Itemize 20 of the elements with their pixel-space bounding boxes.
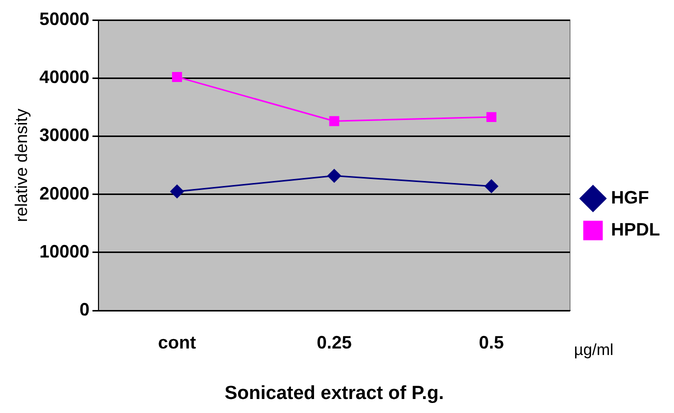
y-tick-label: 50000 bbox=[39, 8, 90, 29]
point bbox=[327, 169, 341, 183]
point bbox=[484, 179, 498, 193]
x-axis-title: Sonicated extract of P.g. bbox=[224, 382, 444, 404]
y-tick-label: 30000 bbox=[39, 125, 90, 146]
x-tick-label: cont bbox=[158, 332, 196, 352]
legend-label: HGF bbox=[611, 187, 649, 208]
x-tick-label: 0.5 bbox=[478, 332, 504, 352]
y-axis-title: relative density bbox=[12, 108, 31, 222]
y-tick-label: 20000 bbox=[39, 183, 90, 204]
point bbox=[172, 72, 182, 82]
y-tick-label: 0 bbox=[79, 300, 90, 320]
text: µg/ml bbox=[574, 342, 614, 360]
legend-label: HPDL bbox=[611, 219, 660, 240]
y-tick-label: 10000 bbox=[39, 241, 90, 262]
point bbox=[486, 112, 496, 122]
y-tick-label: 40000 bbox=[39, 67, 90, 88]
point bbox=[170, 184, 184, 198]
point bbox=[329, 116, 340, 126]
x-tick-label: 0.25 bbox=[316, 332, 352, 352]
